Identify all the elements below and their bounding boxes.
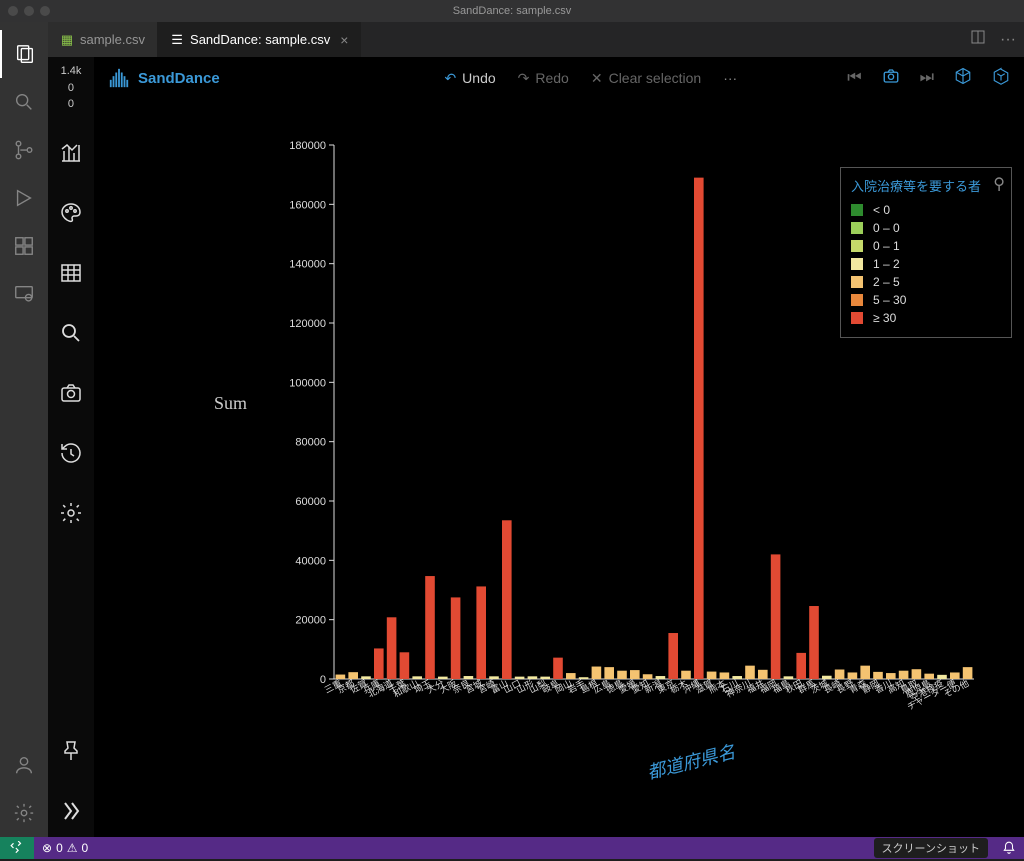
svg-text:60000: 60000 [295,496,326,508]
color-palette-icon[interactable] [49,187,93,239]
csv-file-icon: ▦ [60,33,74,47]
svg-text:Sum: Sum [214,393,247,413]
legend-swatch [851,222,863,234]
close-tab-icon[interactable]: × [340,32,348,48]
search-icon[interactable] [0,78,48,126]
settings-icon[interactable] [49,487,93,539]
camera-icon[interactable] [882,67,900,90]
remote-indicator-icon[interactable] [0,837,34,859]
svg-text:180000: 180000 [289,140,326,152]
clear-selection-button[interactable]: ✕Clear selection [583,66,709,91]
collapse-icon[interactable] [49,785,93,837]
sanddance-logo-icon [108,67,130,89]
legend-item[interactable]: 5 – 30 [851,291,1001,309]
run-debug-icon[interactable] [0,174,48,222]
undo-button[interactable]: ↶Undo [436,66,503,91]
legend[interactable]: ⚲ 入院治療等を要する者 < 0 0 – 0 0 – 1 1 – 2 2 – 5 5 – … [840,167,1012,338]
chart-type-icon[interactable] [49,127,93,179]
screenshot-label[interactable]: スクリーンショット [874,838,988,858]
legend-swatch [851,204,863,216]
maximize-window-icon[interactable] [40,6,50,16]
legend-item[interactable]: 2 – 5 [851,273,1001,291]
window-title: SandDance: sample.csv [453,5,572,17]
status-bar: ⊗0 ⚠0 スクリーンショット [0,837,1024,859]
editor-tab-bar: ▦ sample.csv ☰ SandDance: sample.csv × ·… [48,22,1024,57]
legend-title: 入院治療等を要する者 [851,176,1001,195]
svg-text:その他: その他 [942,677,971,699]
minimize-window-icon[interactable] [24,6,34,16]
sanddance-sidebar: 1.4k 0 0 [48,57,94,837]
window-titlebar: SandDance: sample.csv [0,0,1024,22]
warning-icon: ⚠ [67,841,78,855]
chart-area[interactable]: 0200004000060000800001000001200001400001… [94,99,1024,837]
legend-swatch [851,276,863,288]
svg-text:20000: 20000 [295,615,326,627]
search-data-icon[interactable] [49,307,93,359]
accounts-icon[interactable] [0,741,48,789]
tab-label: SandDance: sample.csv [190,32,330,47]
legend-label: 5 – 30 [873,293,906,307]
legend-item[interactable]: 0 – 0 [851,219,1001,237]
svg-text:100000: 100000 [289,377,326,389]
svg-text:40000: 40000 [295,555,326,567]
selection-stats: 1.4k 0 0 [61,61,82,119]
remote-explorer-icon[interactable] [0,270,48,318]
legend-item[interactable]: < 0 [851,201,1001,219]
legend-label: 0 – 1 [873,239,900,253]
extensions-icon[interactable] [0,222,48,270]
cube-3d-icon[interactable] [954,67,972,90]
tab-sample-csv[interactable]: ▦ sample.csv [48,22,158,57]
pin-icon[interactable] [49,725,93,777]
legend-label: < 0 [873,203,890,217]
data-grid-icon[interactable] [49,247,93,299]
more-icon[interactable]: ··· [715,66,745,90]
close-window-icon[interactable] [8,6,18,16]
sanddance-toolbar: SandDance ↶Undo ↷Redo ✕Clear selection ·… [94,57,1024,99]
legend-item[interactable]: 0 – 1 [851,237,1001,255]
legend-label: 2 – 5 [873,275,900,289]
source-control-icon[interactable] [0,126,48,174]
svg-text:140000: 140000 [289,259,326,271]
svg-text:120000: 120000 [289,318,326,330]
legend-swatch [851,240,863,252]
legend-swatch [851,312,863,324]
split-editor-icon[interactable] [970,29,986,50]
sanddance-logo: SandDance [108,67,220,89]
legend-swatch [851,294,863,306]
svg-text:80000: 80000 [295,437,326,449]
legend-item[interactable]: 1 – 2 [851,255,1001,273]
next-frame-icon[interactable]: ⏭ [920,69,934,87]
sanddance-pane: 1.4k 0 0 SandDance [48,57,1024,837]
activity-bar [0,22,48,837]
tab-label: sample.csv [80,32,145,47]
legend-label: 0 – 0 [873,221,900,235]
legend-label: 1 – 2 [873,257,900,271]
preview-icon: ☰ [170,33,184,47]
home-view-icon[interactable] [992,67,1010,90]
snapshot-icon[interactable] [49,367,93,419]
problems-indicator[interactable]: ⊗0 ⚠0 [34,841,96,855]
tab-sanddance[interactable]: ☰ SandDance: sample.csv × [158,22,361,57]
notifications-bell-icon[interactable] [994,841,1024,855]
redo-button[interactable]: ↷Redo [510,66,577,91]
legend-swatch [851,258,863,270]
traffic-lights[interactable] [8,6,50,16]
prev-frame-icon[interactable]: ⏮ [847,69,861,87]
svg-text:160000: 160000 [289,199,326,211]
error-icon: ⊗ [42,841,52,855]
more-actions-icon[interactable]: ··· [1000,31,1016,49]
legend-label: ≥ 30 [873,311,896,325]
svg-text:都道府県名: 都道府県名 [645,741,738,782]
history-icon[interactable] [49,427,93,479]
legend-item[interactable]: ≥ 30 [851,309,1001,327]
explorer-icon[interactable] [0,30,48,78]
legend-pin-icon[interactable]: ⚲ [993,174,1005,194]
settings-gear-icon[interactable] [0,789,48,837]
